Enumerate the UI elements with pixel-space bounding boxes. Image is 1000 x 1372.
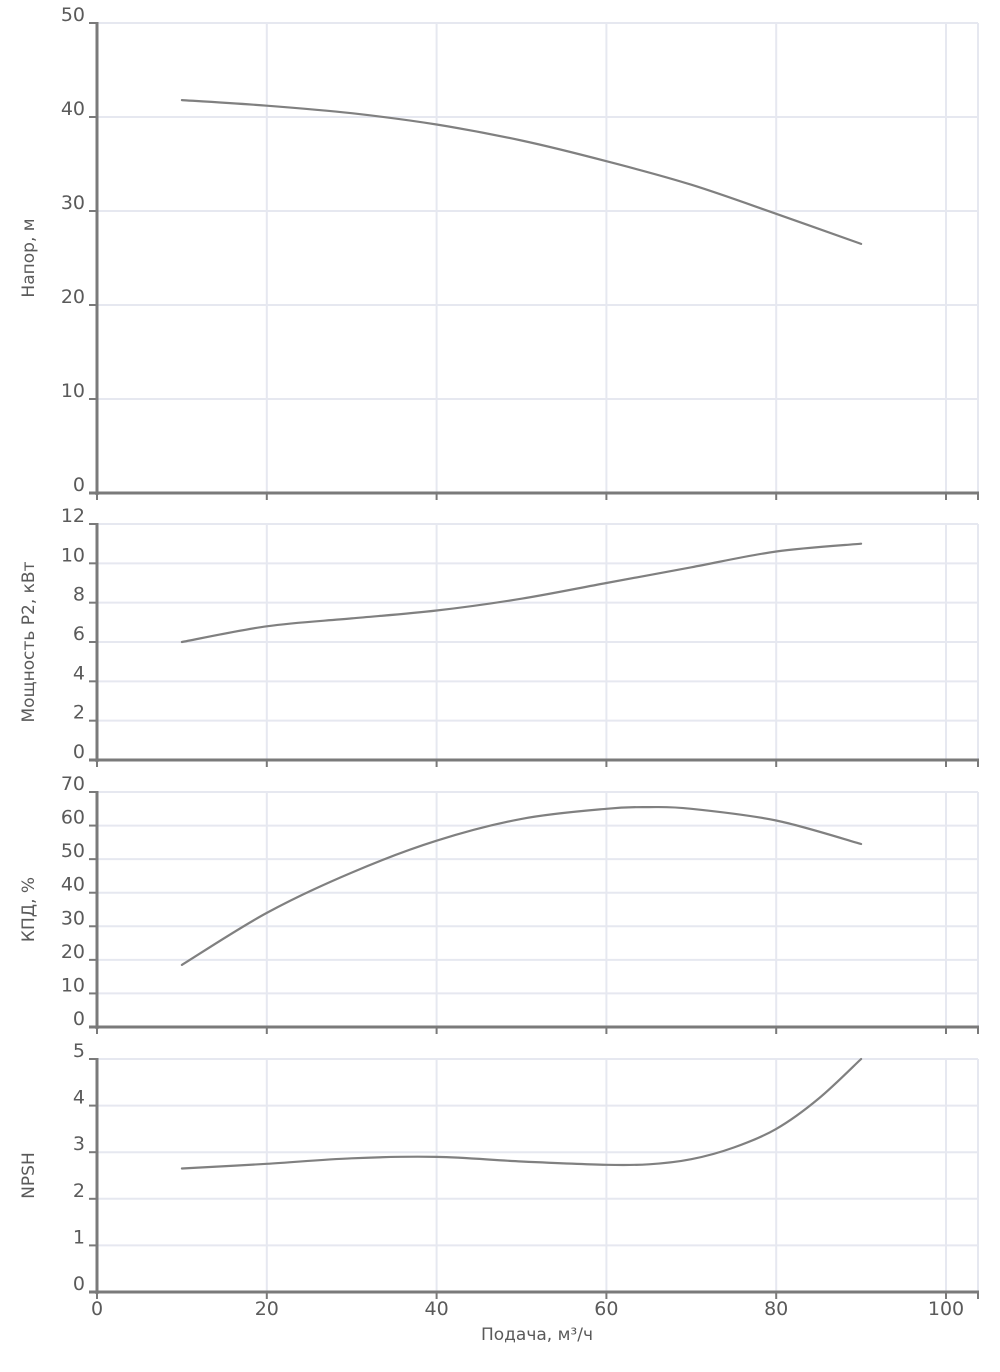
y-tick-label: 10 — [61, 380, 85, 402]
x-tick-label: 80 — [764, 1298, 788, 1320]
chart-panel-npsh: 0 1 2 3 4 5 0 20 40 60 80 100 NPSH Подача, м³/ч — [19, 1040, 979, 1345]
curve-head — [180, 99, 863, 245]
y-tick-label: 8 — [73, 584, 85, 606]
y-tick-label: 4 — [73, 662, 85, 684]
y-tick-label: 10 — [61, 974, 85, 996]
y-tick-label: 2 — [73, 1180, 85, 1202]
y-tick-label: 30 — [61, 192, 85, 214]
x-tick-label: 60 — [594, 1298, 618, 1320]
x-tick-label: 40 — [425, 1298, 449, 1320]
y-tick-label: 1 — [73, 1226, 85, 1248]
chart-panel-head: 0 10 20 30 40 50 Напор, м — [19, 4, 979, 500]
x-tick-label: 0 — [91, 1298, 103, 1320]
curve-npsh — [180, 1057, 863, 1170]
y-tick-label: 40 — [61, 874, 85, 896]
y-tick-label: 40 — [61, 98, 85, 120]
y-axis-title: NPSH — [19, 1152, 39, 1199]
x-axis-title: Подача, м³/ч — [481, 1325, 593, 1345]
y-tick-label: 60 — [61, 807, 85, 829]
y-tick-label: 10 — [61, 544, 85, 566]
y-tick-label: 12 — [61, 505, 85, 527]
y-tick-label: 70 — [61, 773, 85, 795]
y-tick-label: 5 — [73, 1040, 85, 1062]
y-tick-label: 50 — [61, 4, 85, 26]
y-tick-label: 4 — [73, 1087, 85, 1109]
x-tick-label: 100 — [928, 1298, 964, 1320]
y-tick-label: 6 — [73, 623, 85, 645]
y-tick-label: 0 — [73, 474, 85, 496]
chart-panel-efficiency: 0 10 20 30 40 50 60 70 КПД, % — [19, 773, 979, 1034]
x-tick-label: 20 — [255, 1298, 279, 1320]
curve-power — [180, 542, 863, 644]
y-axis-title: Напор, м — [19, 218, 39, 297]
y-tick-label: 0 — [73, 741, 85, 763]
y-tick-label: 20 — [61, 941, 85, 963]
y-tick-label: 50 — [61, 840, 85, 862]
chart-panel-power: 0 2 4 6 8 10 12 Мощность P2, кВт — [19, 505, 979, 767]
y-tick-label: 0 — [73, 1273, 85, 1295]
y-axis-title: Мощность P2, кВт — [19, 561, 39, 722]
y-axis-title: КПД, % — [19, 877, 39, 942]
y-tick-label: 3 — [73, 1133, 85, 1155]
y-tick-label: 0 — [73, 1008, 85, 1030]
y-tick-label: 30 — [61, 907, 85, 929]
y-tick-label: 2 — [73, 702, 85, 724]
y-tick-label: 20 — [61, 286, 85, 308]
curve-efficiency — [180, 805, 863, 966]
